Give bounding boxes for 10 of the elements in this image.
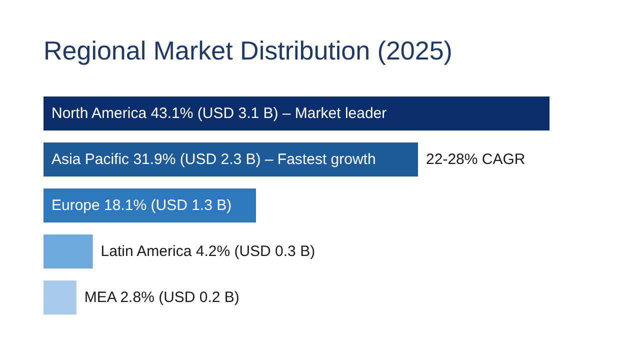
data-label: MEA 2.8% (USD 0.2 B)	[84, 289, 240, 306]
data-label: Asia Pacific 31.9% (USD 2.3 B) – Fastest growth	[52, 151, 376, 168]
annotation: 22-28% CAGR	[426, 151, 526, 168]
bar	[44, 280, 76, 315]
bar	[44, 234, 93, 269]
data-label: Europe 18.1% (USD 1.3 B)	[52, 197, 232, 214]
data-label: Latin America 4.2% (USD 0.3 B)	[100, 243, 316, 260]
chart-title: Regional Market Distribution (2025)	[44, 36, 452, 66]
bar	[44, 96, 550, 131]
data-label: North America 43.1% (USD 3.1 B) – Market leader	[52, 105, 387, 122]
